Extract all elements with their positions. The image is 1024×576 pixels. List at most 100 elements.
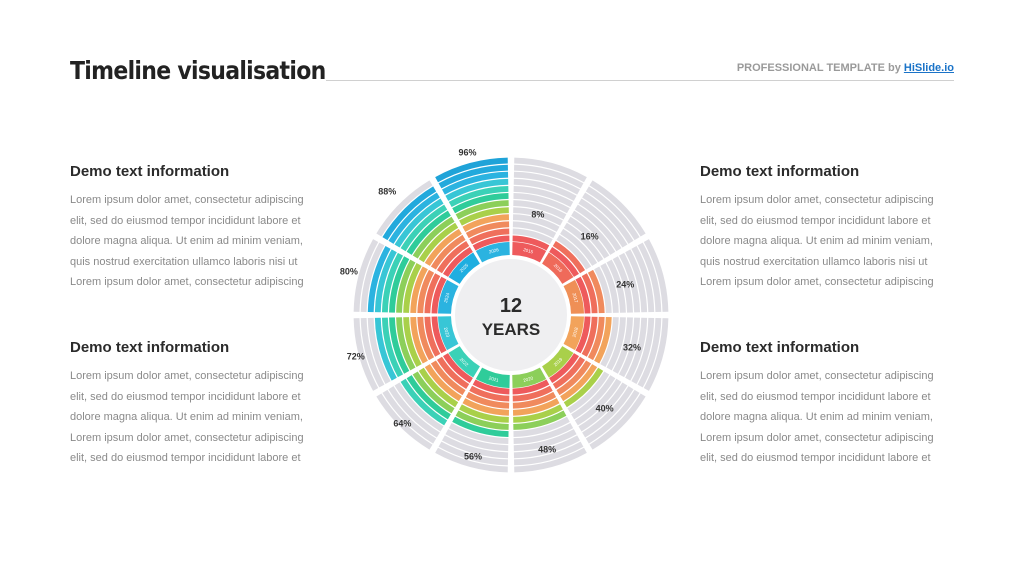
percent-label: 88% — [378, 186, 396, 196]
block-line: Lorem ipsum dolor amet, consectetur adip… — [700, 431, 934, 444]
progress-ring-filled — [417, 269, 435, 314]
progress-ring-filled — [512, 379, 550, 395]
wheel-segments: 2015 8% 2016 16% 2017 24% 2018 32% 2019 40% 2020 48… — [340, 148, 669, 473]
progress-ring-filled — [581, 273, 598, 314]
block-line: Lorem ipsum dolor amet, consectetur adip… — [700, 370, 934, 382]
progress-ring-track — [567, 371, 610, 414]
block-line: dolore magna aliqua. Ut enim ad minim ve… — [700, 411, 933, 423]
percent-label: 8% — [531, 209, 544, 219]
progress-ring-filled — [465, 221, 510, 239]
progress-ring-filled — [512, 398, 560, 416]
year-segment — [563, 279, 584, 314]
block-line: elit, sed do eiusmod tempor incididunt l… — [700, 214, 931, 227]
year-label: 2026 — [488, 247, 499, 255]
progress-ring-track — [578, 382, 628, 432]
progress-ring-track — [637, 242, 662, 312]
percent-label: 48% — [538, 445, 556, 455]
progress-ring-track — [612, 256, 633, 313]
year-label: 2019 — [553, 356, 564, 367]
progress-ring-track — [631, 245, 655, 313]
progress-ring-filled — [424, 273, 441, 314]
progress-ring-track — [512, 221, 557, 239]
progress-ring-filled — [412, 216, 455, 259]
progress-ring-track — [441, 435, 509, 459]
block-line: elit, sed do eiusmod tempor incididunt l… — [70, 390, 301, 403]
progress-ring-track — [631, 317, 655, 385]
block-line: dolore magna aliqua. Ut enim ad minim ve… — [700, 235, 933, 247]
progress-ring-filled — [512, 385, 553, 402]
block-line: elit, sed do eiusmod tempor incididunt l… — [70, 452, 301, 464]
center-number: 12 — [500, 295, 522, 317]
year-segment — [448, 346, 480, 378]
progress-ring-filled — [389, 256, 410, 313]
progress-ring-filled — [443, 353, 473, 383]
year-segment — [563, 316, 584, 351]
progress-ring-track — [367, 317, 391, 385]
year-label: 2017 — [572, 292, 580, 303]
progress-ring-track — [637, 318, 662, 388]
year-label: 2023 — [443, 327, 451, 338]
progress-ring-filled — [448, 185, 509, 208]
progress-ring-filled — [374, 317, 397, 381]
progress-ring-filled — [418, 222, 459, 263]
progress-ring-filled — [469, 228, 510, 245]
progress-ring-filled — [406, 210, 451, 255]
percent-label: 96% — [459, 148, 477, 158]
progress-ring-track — [643, 318, 669, 391]
progress-ring-filled — [431, 316, 447, 354]
progress-ring-track — [445, 429, 509, 452]
progress-ring-filled — [465, 391, 510, 409]
progress-ring-filled — [396, 317, 416, 371]
progress-ring-filled — [452, 416, 509, 437]
progress-ring-filled — [400, 378, 448, 426]
progress-ring-filled — [400, 204, 448, 252]
progress-ring-filled — [443, 247, 473, 277]
brand-prefix: PROFESSIONAL TEMPLATE by — [736, 62, 904, 74]
progress-ring-track — [448, 422, 509, 445]
progress-ring-filled — [389, 317, 410, 374]
progress-ring-track — [376, 180, 433, 237]
progress-ring-track — [625, 317, 648, 381]
progress-ring-filled — [382, 186, 437, 241]
progress-ring-track — [388, 386, 440, 438]
block-line: Lorem ipsum dolor amet, consectetur adip… — [700, 276, 934, 288]
year-label: 2024 — [443, 292, 451, 303]
block-heading: Demo text information — [700, 163, 860, 180]
block-line: Lorem ipsum dolor amet, consectetur adip… — [70, 276, 304, 288]
year-segment — [512, 242, 547, 263]
brand-link[interactable]: HiSlide.io — [903, 62, 954, 74]
text-block-top-right: Demo text information Lorem ipsum dolor … — [700, 163, 955, 293]
progress-ring-track — [513, 435, 581, 459]
year-segment — [438, 316, 459, 351]
block-line: elit, sed do eiusmod tempor incididunt l… — [70, 214, 301, 227]
progress-ring-track — [582, 192, 634, 244]
block-line: Lorem ipsum dolor amet, consectetur adip… — [70, 370, 304, 382]
progress-ring-filled — [381, 317, 404, 378]
progress-ring-filled — [563, 367, 604, 408]
block-line: Lorem ipsum dolor amet, consectetur adip… — [70, 194, 304, 206]
progress-ring-track — [585, 186, 640, 241]
progress-ring-filled — [394, 198, 444, 248]
progress-ring-track — [578, 198, 628, 248]
progress-ring-filled — [462, 214, 510, 232]
progress-ring-track — [560, 228, 598, 266]
progress-ring-track — [513, 416, 570, 437]
progress-ring-filled — [575, 276, 591, 314]
progress-ring-track — [513, 193, 570, 214]
progress-ring-filled — [594, 316, 612, 364]
progress-ring-track — [513, 422, 574, 445]
progress-ring-track — [585, 389, 640, 444]
progress-ring-filled — [552, 356, 586, 390]
block-line: quis nostrud exercitation ullamco labori… — [700, 255, 928, 268]
block-line: elit, sed do eiusmod tempor incididunt l… — [700, 452, 931, 464]
wheel-center-disc — [455, 259, 567, 371]
progress-ring-track — [594, 266, 612, 314]
progress-ring-filled — [436, 356, 470, 390]
progress-ring-filled — [431, 276, 447, 314]
progress-ring-track — [618, 317, 641, 378]
page-title: Timeline visualisation — [70, 56, 326, 85]
progress-ring-track — [589, 393, 646, 450]
progress-ring-track — [514, 441, 584, 466]
progress-ring-track — [513, 429, 577, 452]
